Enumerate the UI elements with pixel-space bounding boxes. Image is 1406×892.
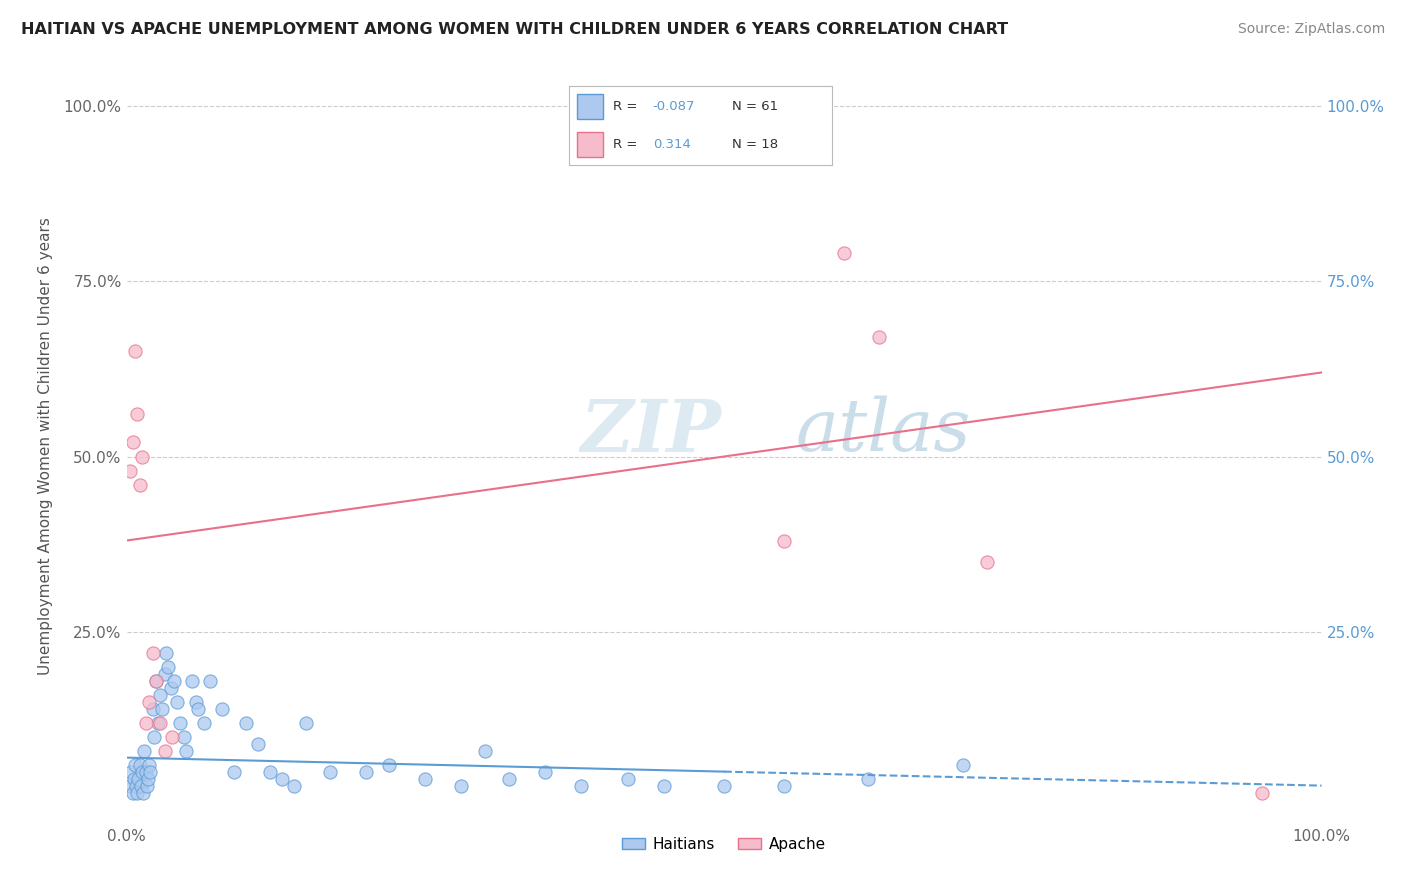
Point [143, 730, 166, 744]
Point [142, 701, 165, 715]
Text: Source: ZipAtlas.com: Source: ZipAtlas.com [1237, 22, 1385, 37]
Point [617, 772, 640, 786]
Point [135, 779, 157, 793]
Point [259, 764, 281, 779]
Point [187, 701, 209, 715]
Point [533, 764, 555, 779]
Point [131, 450, 153, 464]
Point [146, 715, 169, 730]
Point [135, 764, 157, 779]
Y-axis label: Unemployment Among Women with Children Under 6 years: Unemployment Among Women with Children U… [38, 217, 52, 675]
Point [128, 477, 150, 491]
Point [131, 764, 153, 779]
Point [166, 695, 188, 709]
Point [247, 737, 270, 751]
Point [450, 779, 472, 793]
Point [145, 673, 167, 688]
Point [120, 463, 142, 477]
Point [173, 730, 195, 744]
Point [124, 757, 146, 772]
Point [498, 772, 520, 786]
Point [155, 646, 177, 660]
Point [773, 533, 796, 548]
Point [160, 730, 183, 744]
Point [952, 757, 974, 772]
Point [153, 666, 176, 681]
Point [174, 743, 197, 757]
Point [132, 786, 155, 800]
Point [127, 786, 149, 800]
Point [169, 715, 191, 730]
Point [135, 715, 157, 730]
Point [142, 646, 165, 660]
Legend: Haitians, Apache: Haitians, Apache [616, 830, 832, 858]
Point [211, 701, 233, 715]
Point [200, 673, 222, 688]
Point [159, 681, 181, 695]
Point [125, 779, 148, 793]
Point [652, 779, 675, 793]
Point [868, 330, 891, 344]
Point [222, 764, 246, 779]
Point [138, 757, 160, 772]
Point [157, 659, 180, 673]
Point [856, 772, 879, 786]
Point [139, 764, 162, 779]
Text: atlas: atlas [796, 396, 972, 467]
Point [283, 779, 305, 793]
Point [163, 673, 186, 688]
Point [153, 743, 176, 757]
Point [270, 772, 294, 786]
Point [773, 779, 796, 793]
Point [235, 715, 257, 730]
Point [569, 779, 592, 793]
Point [128, 757, 150, 772]
Point [713, 779, 735, 793]
Point [184, 695, 207, 709]
Point [378, 757, 401, 772]
Point [149, 715, 172, 730]
Point [413, 772, 436, 786]
Point [121, 786, 143, 800]
Point [145, 673, 167, 688]
Point [149, 688, 172, 702]
Point [127, 408, 149, 422]
Point [1250, 786, 1272, 800]
Point [121, 435, 143, 450]
Point [474, 743, 496, 757]
Point [354, 764, 377, 779]
Point [976, 555, 998, 569]
Point [150, 701, 174, 715]
Point [181, 673, 204, 688]
Point [294, 715, 316, 730]
Point [127, 772, 149, 786]
Point [122, 772, 145, 786]
Point [120, 779, 142, 793]
Point [138, 695, 160, 709]
Point [832, 246, 855, 260]
Point [124, 344, 146, 359]
Point [120, 764, 142, 779]
Point [193, 715, 215, 730]
Text: HAITIAN VS APACHE UNEMPLOYMENT AMONG WOMEN WITH CHILDREN UNDER 6 YEARS CORRELATI: HAITIAN VS APACHE UNEMPLOYMENT AMONG WOM… [21, 22, 1008, 37]
Point [136, 772, 159, 786]
Text: ZIP: ZIP [581, 395, 721, 467]
Point [129, 779, 152, 793]
Point [318, 764, 342, 779]
Point [134, 743, 156, 757]
